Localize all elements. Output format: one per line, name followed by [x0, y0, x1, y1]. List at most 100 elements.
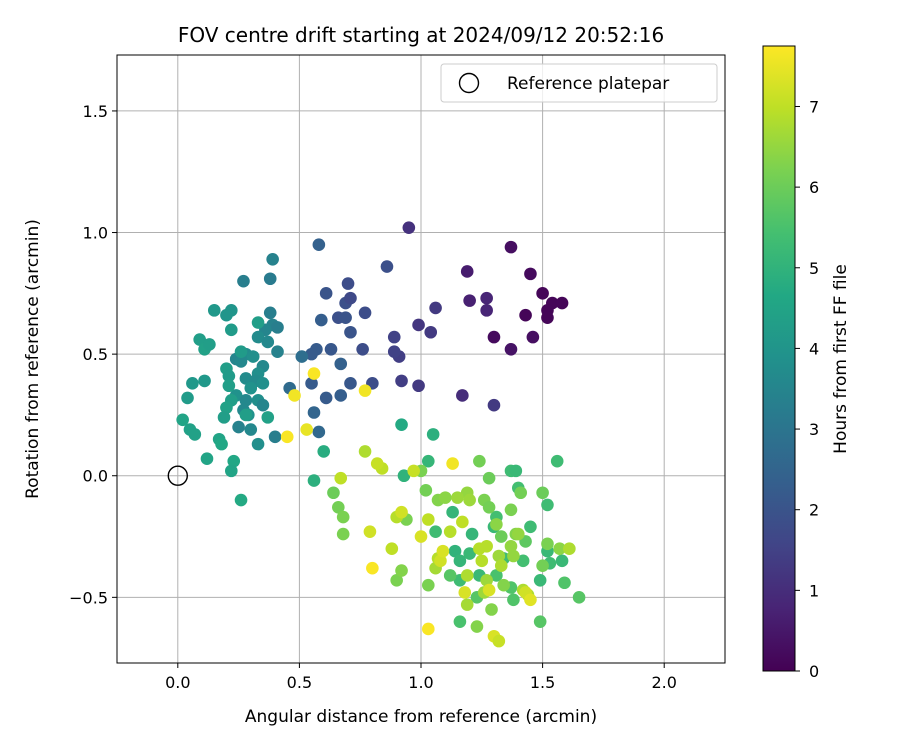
data-point — [460, 598, 474, 611]
data-point — [234, 345, 248, 359]
data-point — [220, 308, 233, 322]
data-point — [429, 301, 442, 315]
data-point — [244, 423, 258, 436]
colorbar-tick-label: 7 — [809, 97, 819, 116]
plot-area — [116, 54, 726, 664]
data-point — [504, 539, 518, 553]
data-point — [319, 391, 333, 405]
data-point — [256, 398, 270, 412]
data-point — [261, 335, 275, 349]
data-point — [558, 576, 571, 590]
data-point — [465, 527, 479, 541]
data-point — [239, 394, 253, 407]
data-point — [344, 291, 357, 305]
data-point — [524, 593, 537, 607]
data-point — [516, 554, 530, 568]
data-point — [541, 311, 554, 324]
data-point — [480, 574, 493, 587]
data-point — [412, 379, 425, 393]
data-point — [424, 325, 438, 339]
gridlines — [117, 55, 725, 663]
data-point — [426, 428, 440, 441]
data-point — [324, 342, 338, 356]
data-point — [225, 464, 238, 478]
data-point — [263, 272, 277, 286]
data-point — [317, 445, 331, 458]
data-point — [490, 569, 503, 582]
data-point — [494, 559, 508, 573]
data-point — [288, 389, 301, 402]
data-point — [473, 542, 486, 555]
data-point — [319, 287, 333, 300]
x-axis-label: Angular distance from reference (arcmin) — [245, 707, 597, 727]
data-point — [524, 267, 537, 281]
data-point — [533, 574, 547, 587]
data-point — [541, 537, 554, 551]
data-point — [295, 350, 309, 363]
data-point — [356, 342, 369, 356]
data-point — [536, 559, 549, 573]
data-point — [448, 544, 462, 558]
data-point — [402, 221, 416, 234]
y-tick-label: 0.5 — [83, 345, 108, 364]
x-tick-label: 1.5 — [530, 673, 555, 692]
data-point — [504, 240, 518, 254]
data-point — [387, 330, 401, 344]
data-point — [200, 452, 214, 466]
data-point — [414, 530, 428, 543]
data-point — [203, 338, 216, 351]
data-point — [176, 413, 189, 427]
data-point — [215, 437, 228, 451]
data-point — [482, 501, 496, 514]
data-point — [456, 389, 469, 402]
data-point — [429, 525, 442, 538]
x-tick-label: 0.5 — [287, 673, 312, 692]
data-point — [334, 471, 348, 485]
data-point — [234, 493, 248, 507]
data-point — [490, 518, 503, 531]
data-point — [463, 547, 476, 560]
data-point — [407, 464, 421, 478]
data-point — [220, 401, 233, 414]
data-point — [553, 542, 566, 555]
data-point — [480, 291, 493, 305]
colorbar-tick-label: 5 — [809, 259, 819, 278]
legend-box — [440, 63, 718, 103]
data-point — [555, 554, 569, 568]
data-point — [504, 342, 518, 356]
data-point — [463, 294, 476, 307]
data-point — [305, 347, 318, 361]
data-point — [307, 367, 321, 380]
data-point — [334, 357, 348, 371]
data-point — [563, 542, 576, 555]
data-point — [397, 469, 411, 483]
data-point — [222, 369, 236, 383]
data-point — [332, 501, 345, 514]
data-point — [266, 252, 279, 266]
data-point — [244, 381, 258, 395]
data-point — [446, 457, 459, 470]
data-point — [458, 586, 472, 599]
data-point — [312, 425, 326, 439]
data-point — [227, 454, 241, 468]
data-point — [470, 620, 484, 633]
data-point — [380, 260, 394, 273]
data-point — [193, 333, 206, 346]
data-point — [507, 549, 520, 563]
colorbar-tick-label: 1 — [809, 581, 819, 600]
data-point — [492, 634, 506, 648]
data-point — [334, 389, 348, 402]
reference-point — [167, 465, 189, 486]
data-point — [421, 454, 435, 468]
data-point — [256, 377, 270, 390]
y-axis-label: Rotation from reference (arcmin) — [23, 219, 43, 499]
data-point — [358, 384, 372, 397]
data-point — [395, 505, 408, 519]
data-point — [358, 306, 372, 320]
data-point — [485, 603, 498, 616]
data-point — [451, 491, 464, 504]
data-point — [314, 313, 328, 327]
data-point — [307, 406, 321, 419]
data-point — [336, 527, 350, 541]
data-point — [181, 391, 194, 405]
